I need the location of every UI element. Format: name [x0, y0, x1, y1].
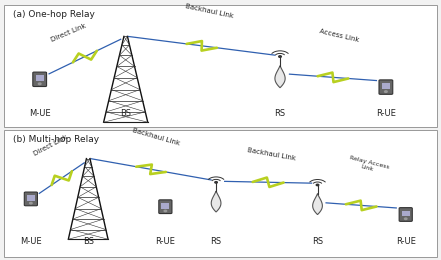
Bar — [27, 195, 35, 201]
Bar — [402, 211, 410, 216]
Circle shape — [38, 83, 41, 84]
Circle shape — [215, 182, 217, 183]
FancyBboxPatch shape — [399, 208, 412, 221]
Text: Direct Link: Direct Link — [50, 23, 87, 43]
Text: (b) Multi-hop Relay: (b) Multi-hop Relay — [13, 135, 99, 144]
Circle shape — [316, 184, 319, 186]
Text: Backhaul Link: Backhaul Link — [132, 128, 181, 147]
FancyBboxPatch shape — [33, 72, 47, 87]
Circle shape — [30, 203, 32, 204]
Text: RS: RS — [312, 237, 323, 246]
PathPatch shape — [275, 66, 285, 88]
Bar — [161, 203, 169, 209]
Text: RS: RS — [274, 109, 286, 118]
FancyBboxPatch shape — [379, 80, 393, 94]
Circle shape — [164, 210, 167, 212]
PathPatch shape — [313, 194, 322, 214]
Bar — [36, 75, 44, 81]
Text: Access Link: Access Link — [319, 28, 360, 43]
Circle shape — [404, 218, 407, 219]
Bar — [382, 83, 390, 89]
Text: Direct Link: Direct Link — [33, 134, 69, 157]
Text: BS: BS — [120, 109, 131, 118]
Text: RS: RS — [210, 237, 222, 246]
Circle shape — [279, 56, 281, 57]
Text: Backhaul Link: Backhaul Link — [185, 3, 234, 20]
FancyBboxPatch shape — [4, 5, 437, 127]
Text: (a) One-hop Relay: (a) One-hop Relay — [13, 10, 95, 20]
Text: R-UE: R-UE — [396, 237, 416, 246]
FancyBboxPatch shape — [24, 192, 37, 206]
Text: M-UE: M-UE — [29, 109, 51, 118]
FancyBboxPatch shape — [159, 200, 172, 213]
Text: BS: BS — [83, 237, 93, 246]
Text: Backhaul Link: Backhaul Link — [247, 147, 296, 161]
Circle shape — [385, 91, 387, 92]
Text: R-UE: R-UE — [376, 109, 396, 118]
Text: R-UE: R-UE — [155, 237, 176, 246]
Text: M-UE: M-UE — [20, 237, 42, 246]
Text: Relay Access
Link: Relay Access Link — [347, 155, 389, 176]
FancyBboxPatch shape — [4, 130, 437, 257]
PathPatch shape — [211, 191, 221, 212]
